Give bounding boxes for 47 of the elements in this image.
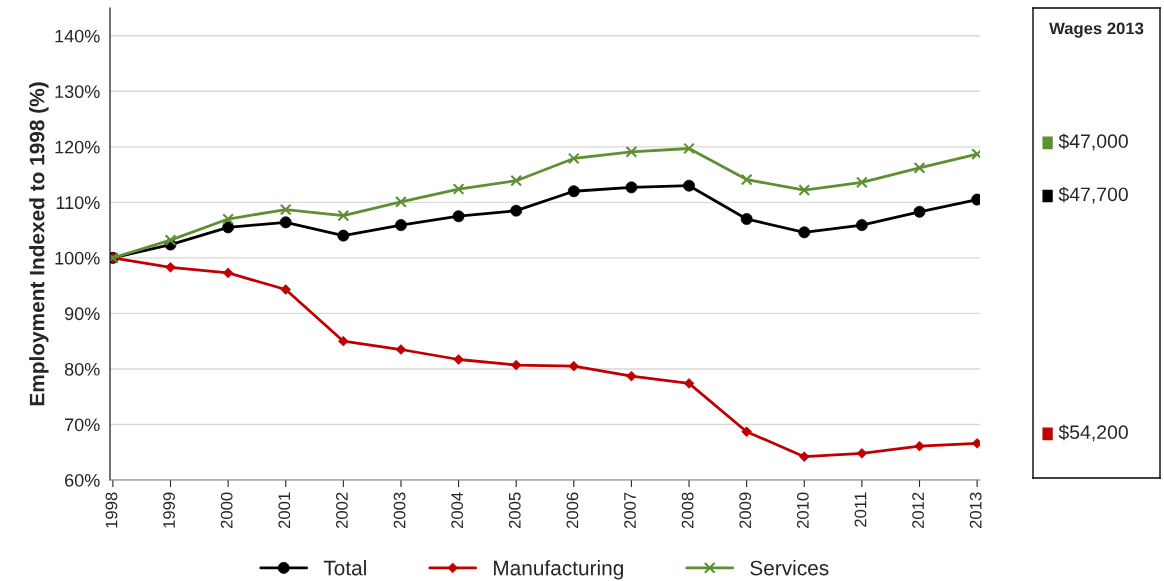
- x-tick-label: 2003: [393, 492, 406, 529]
- y-tick-label: 60%: [65, 473, 100, 487]
- y-tick-label: 90%: [64, 307, 100, 321]
- y-tick-label: 100%: [55, 251, 100, 265]
- legend-label: Total: [323, 560, 366, 576]
- point: [913, 162, 926, 174]
- point: [395, 195, 407, 208]
- x-tick-label: 1999: [163, 492, 175, 528]
- y-tick-label: 80%: [64, 362, 100, 376]
- x-tick-label: 2013: [969, 492, 982, 529]
- x-tick-label: 2004: [451, 492, 464, 529]
- point: [798, 184, 811, 197]
- y-axis-title: Employment Indexed to 1998 (%): [29, 82, 49, 406]
- point: [567, 152, 580, 165]
- x-tick-label: 2009: [739, 492, 752, 529]
- text: $47,000: [1058, 133, 1128, 151]
- point: [164, 234, 177, 247]
- point: [510, 174, 523, 187]
- point: [279, 203, 292, 216]
- x-tick-label: 2012: [912, 492, 924, 529]
- y-tick-label: 120%: [55, 140, 100, 154]
- point: [222, 213, 235, 225]
- point: [683, 142, 695, 155]
- x-tick-label: 2005: [508, 492, 521, 529]
- x-tick-label: 2000: [220, 492, 233, 529]
- x-tick-label: 2010: [796, 492, 809, 529]
- y-tick-label: 70%: [65, 418, 100, 432]
- x-tick-label: 1998: [105, 492, 118, 528]
- point: [452, 183, 465, 195]
- text: $54,200: [1058, 424, 1128, 442]
- y-tick-label: 110%: [56, 196, 100, 210]
- x-tick-label: 2001: [278, 492, 291, 529]
- point: [625, 145, 638, 158]
- x-tick-label: 2007: [624, 492, 636, 529]
- x-tick-label: 2002: [336, 492, 348, 529]
- y-tick-label: 140%: [55, 29, 100, 43]
- x-tick-label: 2011: [854, 492, 867, 527]
- x-tick-label: 2008: [681, 492, 694, 529]
- y-tick-label: 130%: [55, 85, 100, 99]
- point: [855, 176, 868, 189]
- text: $47,700: [1058, 186, 1128, 204]
- text: Wages 2013: [1049, 22, 1144, 38]
- point: [740, 173, 753, 186]
- x-tick-label: 2006: [566, 492, 579, 529]
- legend-label: Services: [750, 560, 829, 576]
- point: [337, 209, 350, 222]
- legend-label: Manufacturing: [494, 560, 623, 580]
